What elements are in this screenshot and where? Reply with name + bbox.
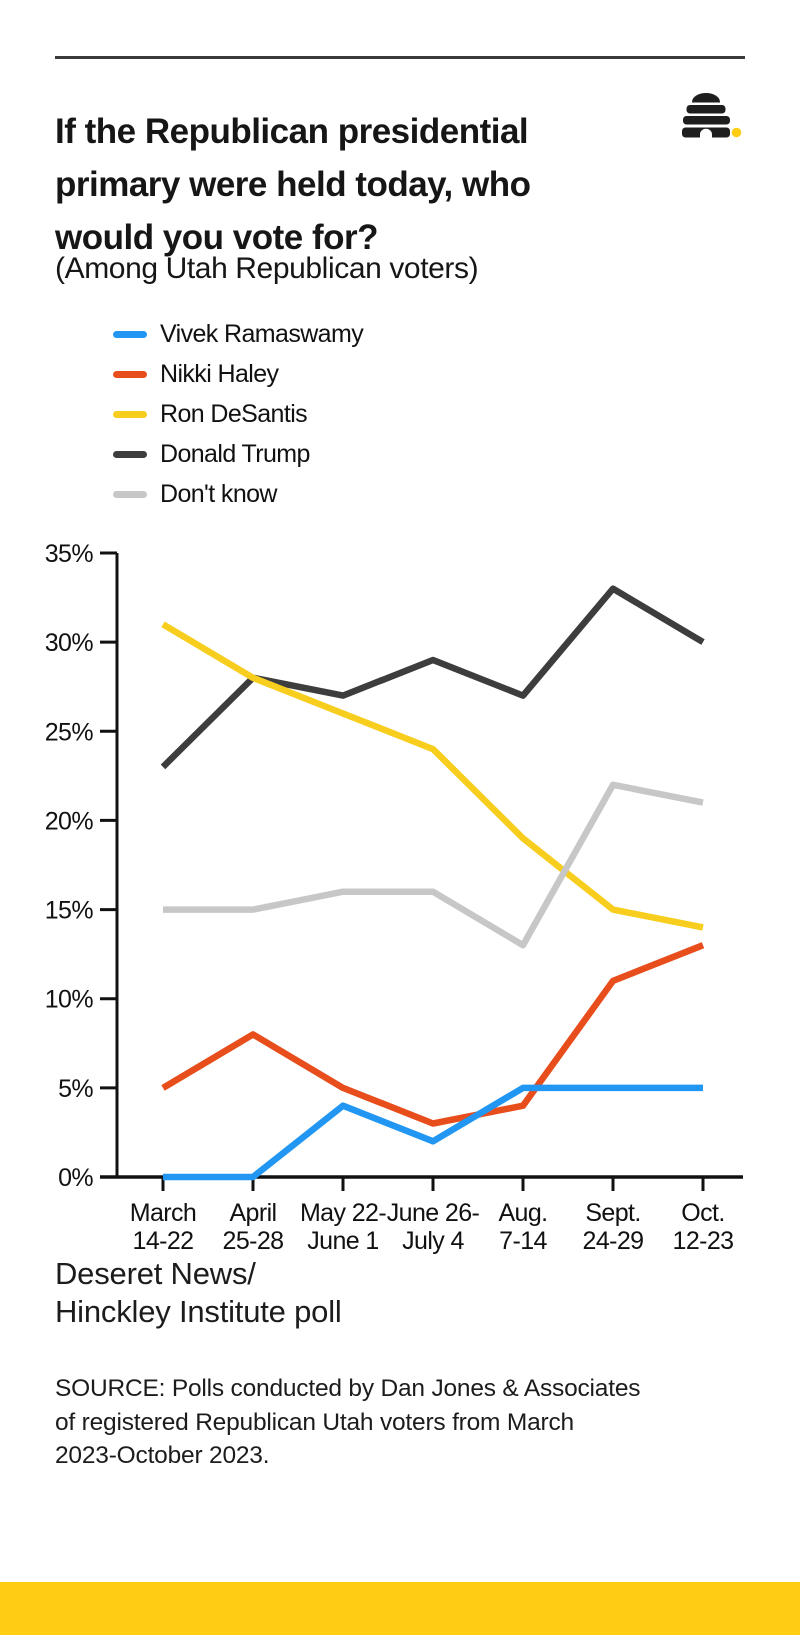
logo-yellow-dot: [731, 127, 742, 138]
page-subtitle: (Among Utah Republican voters): [55, 252, 479, 285]
y-tick-label: 10%: [45, 986, 94, 1014]
x-tick-label-line1: June 26-: [387, 1199, 480, 1227]
legend-label: Vivek Ramaswamy: [160, 319, 364, 348]
header-rule: [55, 56, 745, 59]
legend-swatch: [113, 330, 147, 338]
y-tick-label: 35%: [45, 540, 94, 568]
legend-swatch: [113, 370, 147, 378]
legend-swatch: [113, 490, 147, 498]
legend-item-0: Vivek Ramaswamy: [113, 314, 364, 354]
y-tick-label: 5%: [58, 1075, 93, 1103]
legend-swatch: [113, 410, 147, 418]
x-tick-label-line1: May 22-: [300, 1199, 386, 1227]
x-tick-label-line2: July 4: [402, 1227, 464, 1255]
legend-item-1: Nikki Haley: [113, 354, 363, 394]
y-tick-label: 25%: [45, 718, 94, 746]
chart-legend: Vivek Ramaswamy Nikki Haley Ron DeSantis Do…: [113, 314, 364, 514]
x-tick-label-line2: 25-28: [223, 1227, 284, 1255]
x-tick-label-line2: 12-23: [673, 1227, 734, 1255]
x-tick-label-line2: 14-22: [133, 1227, 194, 1255]
series-line-vivek-ramaswamy: [163, 1084, 703, 1181]
x-tick-label-line2: June 1: [307, 1227, 378, 1255]
x-tick-label-line1: Oct.: [681, 1199, 724, 1227]
x-tick-label-line1: April: [229, 1199, 276, 1227]
legend-label: Nikki Haley: [160, 359, 279, 388]
legend-item-4: Don't know: [113, 474, 363, 514]
y-tick-label: 20%: [45, 807, 94, 835]
x-tick-label-line1: Sept.: [585, 1199, 640, 1227]
legend-label: Ron DeSantis: [160, 399, 308, 428]
legend-item-2: Ron DeSantis: [113, 394, 363, 434]
series-line-donald-trump: [160, 585, 705, 770]
series-line-nikki-haley: [161, 942, 705, 1127]
page-title: If the Republican presidential primary w…: [55, 112, 531, 258]
legend-swatch: [113, 450, 147, 458]
legend-label: Don't know: [160, 479, 277, 508]
y-tick-label: 30%: [45, 629, 94, 657]
source-note: SOURCE: Polls conducted by Dan Jones & A…: [55, 1375, 641, 1469]
series-line-ron-desantis: [161, 621, 704, 931]
y-tick-label: 15%: [45, 897, 94, 925]
x-tick-label-line1: Aug.: [498, 1199, 547, 1227]
x-tick-label-line2: 24-29: [583, 1227, 644, 1255]
x-tick-label-line1: March: [130, 1199, 196, 1227]
deseret-news-beehive-logo: [682, 93, 742, 138]
series-line-don-t-know: [163, 781, 704, 949]
footer-accent-bar: [0, 1582, 800, 1635]
poll-attribution: Deseret News/ Hinckley Institute poll: [55, 1256, 342, 1329]
legend-label: Donald Trump: [160, 439, 310, 468]
x-tick-label-line2: 7-14: [499, 1227, 547, 1255]
legend-item-3: Donald Trump: [113, 434, 363, 474]
y-tick-label: 0%: [58, 1164, 93, 1192]
